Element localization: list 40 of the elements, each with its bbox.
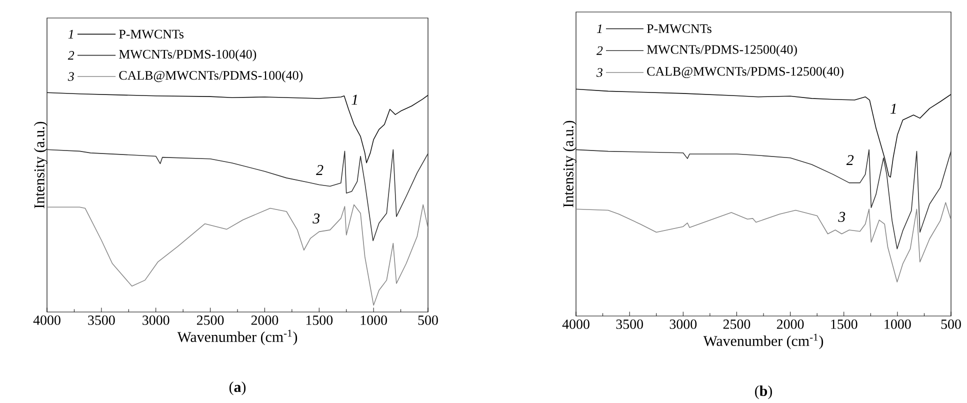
- text: 2: [68, 51, 74, 60]
- x-tick-label: 2000: [251, 316, 278, 325]
- text: (a): [229, 382, 246, 396]
- x-tick-label: 3000: [670, 320, 697, 329]
- x-tick-label: 1500: [306, 316, 333, 325]
- x-tick-label: 4000: [562, 320, 590, 329]
- legend-label: CALB@MWCNTs/PDMS-100(40): [119, 70, 303, 82]
- legend-label: P-MWCNTs: [646, 24, 712, 34]
- annotation: 3: [312, 213, 320, 224]
- text: 3: [68, 72, 74, 81]
- x-tick-label: 1000: [360, 316, 387, 325]
- annotation: 2: [846, 155, 854, 165]
- text: 1: [596, 24, 602, 33]
- text: (b): [755, 386, 772, 400]
- annotation: 2: [316, 165, 324, 175]
- x-tick-label: 2000: [776, 320, 804, 329]
- y-axis-title: Intensity (a.u.): [562, 120, 576, 208]
- x-tick-label: 2500: [196, 316, 224, 325]
- x-axis-title: Wavenumber (cm$^{-1}$): [177, 330, 298, 346]
- legend-label: CALB@MWCNTs/PDMS-12500(40): [647, 66, 844, 78]
- x-tick-label: 500: [418, 316, 438, 325]
- legend-label: MWCNTs/PDMS-100(40): [119, 49, 256, 62]
- x-tick-label: 4000: [33, 316, 60, 325]
- text: 2: [596, 46, 603, 55]
- y-axis-title: Intensity (a.u.): [34, 122, 48, 208]
- annotation: 1: [890, 104, 896, 114]
- x-tick-label: 3500: [616, 320, 643, 329]
- x-tick-label: 3500: [88, 316, 115, 325]
- legend-label: P-MWCNTs: [119, 30, 184, 39]
- annotation: 3: [838, 212, 846, 222]
- text: 3: [596, 68, 602, 77]
- x-tick-label: 1000: [884, 320, 911, 329]
- x-tick-label: 2500: [723, 320, 750, 329]
- x-tick-label: 3000: [142, 316, 170, 325]
- x-axis-title: Wavenumber (cm$^{-1}$): [703, 334, 824, 350]
- annotation: 1: [352, 94, 357, 105]
- text: 1: [68, 30, 73, 38]
- legend-label: MWCNTs/PDMS-12500(40): [646, 44, 797, 56]
- x-tick-label: 500: [941, 320, 961, 329]
- x-tick-label: 1500: [831, 320, 858, 329]
